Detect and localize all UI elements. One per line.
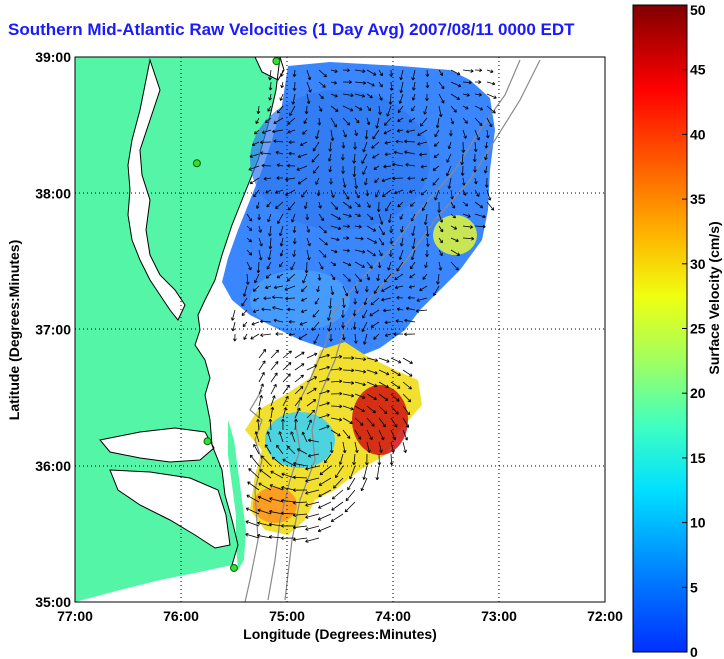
station-marker [203,437,212,446]
station-marker [272,57,281,66]
x-tick-label: 72:00 [587,608,623,624]
axes-frame [74,56,606,603]
albemarle-sound [99,427,215,463]
barrier-islands [228,420,246,570]
colorbar-tick-label: 15 [690,450,706,466]
colorbar-tick-label: 0 [690,644,698,659]
x-tick-label: 77:00 [57,608,93,624]
map-title: Southern Mid-Atlantic Raw Velocities (1 … [8,20,575,39]
pamlico-sound [109,469,231,549]
x-tick-label: 76:00 [163,608,199,624]
y-axis-label: Latitude (Degrees:Minutes) [6,239,22,421]
y-tick-label: 36:00 [35,458,71,474]
colorbar-label: Surface Velocity (cm/s) [706,221,722,375]
vector-arrow [231,68,497,543]
bathymetry-contour [284,59,541,601]
y-tick-label: 37:00 [35,322,71,338]
x-tick-label: 73:00 [481,608,517,624]
velocity-patch-mid [250,270,350,330]
y-tick-label: 35:00 [35,594,71,610]
velocity-patch-warm [253,487,297,523]
land-mainland [75,57,280,602]
chesapeake-bay [127,58,186,321]
colorbar-tick-label: 35 [690,191,706,207]
station-markers [192,57,281,572]
colorbar-tick-label: 25 [690,321,706,337]
x-axis-label: Longitude (Degrees:Minutes) [243,626,437,642]
y-tick-labels: 39:00 38:00 37:00 36:00 35:00 [35,49,71,610]
coastline [194,57,281,566]
x-tick-label: 74:00 [375,608,411,624]
bathymetry-contour [244,389,263,602]
velocity-patch-east [433,215,477,255]
x-tick-label: 75:00 [269,608,305,624]
station-marker [192,159,201,168]
colorbar-tick-label: 50 [690,2,706,18]
velocity-vectors [231,68,497,543]
colorbar-tick-label: 45 [690,62,706,78]
colorbar-tick-label: 10 [690,515,706,531]
station-marker [230,563,238,572]
colorbar-tick-label: 20 [690,385,706,401]
colorbar-tick-label: 30 [690,256,706,272]
y-tick-label: 38:00 [35,185,71,201]
x-tick-labels: 77:00 76:00 75:00 74:00 73:00 72:00 [57,608,623,624]
colorbar-tick-label: 5 [690,579,698,595]
colorbar-tick-labels: 0 5 10 15 20 25 30 35 40 45 50 [682,2,706,659]
colorbar-tick-label: 40 [690,126,706,142]
velocity-patch-core [250,90,430,230]
y-tick-label: 39:00 [35,49,71,65]
grid [75,57,605,602]
colorbar [632,4,688,653]
